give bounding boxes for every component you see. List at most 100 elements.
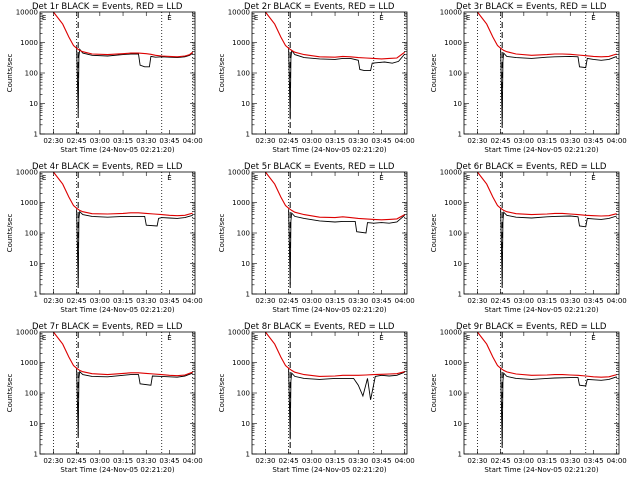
plot-frame <box>463 171 620 295</box>
y-tick-label: 100 <box>25 70 38 78</box>
x-tick-label: 04:00 <box>395 137 415 145</box>
panel-title: Det 7r BLACK = Events, RED = LLD <box>32 322 183 332</box>
marker-label: E <box>379 14 383 22</box>
y-tick-label: 10 <box>241 100 250 108</box>
marker-label: E <box>42 334 46 342</box>
x-axis-label: Start Time (24-Nov-05 02:21:20) <box>484 306 598 314</box>
y-axis-label: Counts/sec <box>430 214 438 253</box>
panel-det-2: Det 2r BLACK = Events, RED = LLD E E 10000 1… <box>218 2 415 154</box>
x-tick-label: 03:30 <box>560 137 580 145</box>
y-axis-label: Counts/sec <box>218 214 226 253</box>
x-tick-label: 03:30 <box>348 457 368 465</box>
y-tick-label: 10 <box>241 420 250 428</box>
y-tick-label: 1000 <box>232 199 250 207</box>
x-tick-label: 03:00 <box>90 297 110 305</box>
x-tick-label: 02:45 <box>67 297 87 305</box>
y-tick-label: 1000 <box>20 199 38 207</box>
panel-det-6: Det 6r BLACK = Events, RED = LLD E E 10000 1… <box>430 162 627 314</box>
x-tick-label: 03:30 <box>560 457 580 465</box>
x-tick-label: 03:15 <box>537 297 557 305</box>
panel-det-3: Det 3r BLACK = Events, RED = LLD E E 10000 1… <box>430 2 627 154</box>
x-tick-label: 03:00 <box>302 137 322 145</box>
x-axis-label: Start Time (24-Nov-05 02:21:20) <box>60 466 174 474</box>
y-tick-label: 100 <box>237 230 250 238</box>
x-tick-label: 03:00 <box>302 297 322 305</box>
y-tick-label: 1 <box>458 451 462 459</box>
y-tick-label: 10000 <box>440 329 462 337</box>
marker-label: E <box>254 174 258 182</box>
panel-title: Det 8r BLACK = Events, RED = LLD <box>244 322 395 332</box>
marker-label: E <box>466 174 470 182</box>
panel-title: Det 6r BLACK = Events, RED = LLD <box>456 162 607 172</box>
series-line-events <box>500 368 617 445</box>
y-tick-label: 10000 <box>228 329 250 337</box>
x-tick-label: 02:30 <box>255 457 275 465</box>
y-axis-label: Counts/sec <box>430 54 438 93</box>
x-axis-label: Start Time (24-Nov-05 02:21:20) <box>484 146 598 154</box>
plot-frame <box>39 11 196 135</box>
plot-frame <box>463 331 620 455</box>
series-line-events <box>288 209 405 285</box>
x-tick-label: 03:30 <box>136 457 156 465</box>
x-axis-label: Start Time (24-Nov-05 02:21:20) <box>484 466 598 474</box>
y-tick-label: 10 <box>453 260 462 268</box>
x-tick-label: 02:30 <box>43 457 63 465</box>
marker-label: E <box>167 14 171 22</box>
y-tick-label: 1 <box>458 131 462 139</box>
series-line-events <box>500 208 617 285</box>
x-tick-label: 03:30 <box>136 137 156 145</box>
y-tick-label: 10 <box>453 420 462 428</box>
y-tick-label: 100 <box>25 390 38 398</box>
y-axis-label: Counts/sec <box>6 214 14 253</box>
y-tick-label: 1 <box>246 291 250 299</box>
y-tick-label: 1 <box>34 291 38 299</box>
panel-title: Det 9r BLACK = Events, RED = LLD <box>456 322 607 332</box>
x-tick-label: 03:15 <box>325 457 345 465</box>
x-axis-label: Start Time (24-Nov-05 02:21:20) <box>60 146 174 154</box>
y-axis-label: Counts/sec <box>218 374 226 413</box>
x-tick-label: 02:30 <box>43 137 63 145</box>
y-tick-label: 10000 <box>228 9 250 17</box>
y-tick-label: 1000 <box>232 39 250 47</box>
x-tick-label: 03:15 <box>113 137 133 145</box>
series-line-lld <box>52 11 194 58</box>
x-tick-label: 02:30 <box>43 297 63 305</box>
panel-title: Det 4r BLACK = Events, RED = LLD <box>32 162 183 172</box>
x-axis-label: Start Time (24-Nov-05 02:21:20) <box>272 466 386 474</box>
y-tick-label: 1000 <box>444 199 462 207</box>
y-tick-label: 10000 <box>16 9 38 17</box>
panel-det-1: Det 1r BLACK = Events, RED = LLD E E 10000 1… <box>6 2 203 154</box>
y-tick-label: 1000 <box>444 359 462 367</box>
x-tick-label: 03:15 <box>113 297 133 305</box>
y-tick-label: 10000 <box>16 329 38 337</box>
x-tick-label: 03:45 <box>159 137 179 145</box>
series-line-lld <box>476 171 617 217</box>
x-tick-label: 02:45 <box>491 137 511 145</box>
panel-det-8: Det 8r BLACK = Events, RED = LLD E E 10000 1… <box>218 322 415 474</box>
y-tick-label: 10 <box>29 260 38 268</box>
x-tick-label: 03:45 <box>371 137 391 145</box>
marker-label: E <box>466 14 470 22</box>
panel-title: Det 3r BLACK = Events, RED = LLD <box>456 2 607 12</box>
y-tick-label: 100 <box>449 70 462 78</box>
series-line-events <box>288 368 405 440</box>
panel-det-9: Det 9r BLACK = Events, RED = LLD E E 10000 1… <box>430 322 627 474</box>
x-tick-label: 04:00 <box>607 137 627 145</box>
x-tick-label: 03:45 <box>371 297 391 305</box>
y-tick-label: 10000 <box>16 169 38 177</box>
y-tick-label: 10000 <box>440 169 462 177</box>
series-line-lld <box>476 11 617 58</box>
panel-det-4: Det 4r BLACK = Events, RED = LLD E E 10000 1… <box>6 162 203 314</box>
x-tick-label: 03:15 <box>325 137 345 145</box>
marker-label: E <box>167 174 171 182</box>
x-tick-label: 03:00 <box>514 457 534 465</box>
x-axis-label: Start Time (24-Nov-05 02:21:20) <box>272 306 386 314</box>
series-line-lld <box>264 331 405 377</box>
y-tick-label: 100 <box>449 230 462 238</box>
panel-title: Det 2r BLACK = Events, RED = LLD <box>244 2 395 12</box>
plot-frame <box>463 11 620 135</box>
x-tick-label: 03:45 <box>159 457 179 465</box>
y-tick-label: 1 <box>34 131 38 139</box>
x-tick-label: 04:00 <box>183 297 203 305</box>
